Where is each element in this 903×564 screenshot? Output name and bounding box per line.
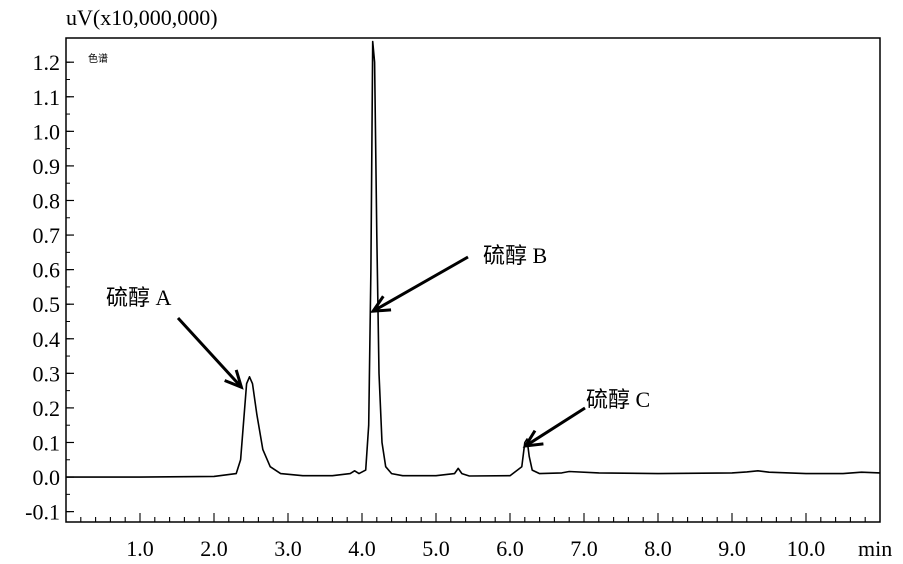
annotation-arrow-head xyxy=(522,429,544,448)
x-tick-label: 1.0 xyxy=(126,536,154,561)
x-axis-unit-label: min xyxy=(858,536,892,561)
y-tick-label: 0.1 xyxy=(33,430,61,455)
x-tick-label: 3.0 xyxy=(274,536,302,561)
y-tick-label: 0.4 xyxy=(33,327,61,352)
x-axis-ticks: 1.0 2.0 3.0 4.0 5.0 6.0 7.0 8.0 9.0 10.0 xyxy=(80,513,866,561)
peak-annotation-label: 硫醇 A xyxy=(106,285,172,310)
annotation-arrow-head xyxy=(224,369,244,390)
x-tick-label: 5.0 xyxy=(422,536,450,561)
x-tick-label: 2.0 xyxy=(200,536,228,561)
annotation-arrow-shaft xyxy=(524,406,586,448)
y-tick-label: 0.3 xyxy=(33,361,61,386)
x-tick-label: 6.0 xyxy=(496,536,524,561)
y-tick-label: 0.8 xyxy=(33,188,61,213)
peak-annotation-label: 硫醇 C xyxy=(586,387,650,412)
x-tick-label: 9.0 xyxy=(718,536,746,561)
x-tick-label: 4.0 xyxy=(348,536,376,561)
annotation-arrow-shaft xyxy=(372,255,469,313)
y-tick-label: -0.1 xyxy=(25,500,60,525)
y-tick-label: 1.0 xyxy=(33,119,61,144)
y-tick-label: 1.1 xyxy=(33,85,61,110)
y-tick-label: 0.5 xyxy=(33,292,61,317)
y-tick-label: 0.2 xyxy=(33,396,61,421)
series-layer xyxy=(66,40,881,478)
y-tick-label: 0.6 xyxy=(33,258,61,283)
legend-label: 色谱 xyxy=(88,52,108,65)
x-tick-label: 10.0 xyxy=(787,536,826,561)
peak-annotation-label: 硫醇 B xyxy=(483,243,547,268)
annotation-arrow-head xyxy=(370,295,392,313)
y-tick-label: 0.9 xyxy=(33,154,61,179)
y-tick-label: 0.0 xyxy=(33,465,61,490)
y-tick-label: 0.7 xyxy=(33,223,61,248)
x-tick-label: 7.0 xyxy=(570,536,598,561)
y-axis-unit-label: uV(x10,000,000) xyxy=(66,5,218,30)
y-axis-ticks: -0.1 0.0 0.1 0.2 0.3 0.4 0.5 0.6 0.7 0.8 0.9 1.0 1.1… xyxy=(25,50,74,525)
plot-frame xyxy=(65,37,881,523)
annotation-arrow-shaft xyxy=(176,316,243,389)
annotation-layer: 硫醇 A 硫醇 B 硫醇 C xyxy=(106,243,650,448)
series-line-0 xyxy=(66,40,881,478)
x-tick-label: 8.0 xyxy=(644,536,672,561)
y-tick-label: 1.2 xyxy=(33,50,61,75)
